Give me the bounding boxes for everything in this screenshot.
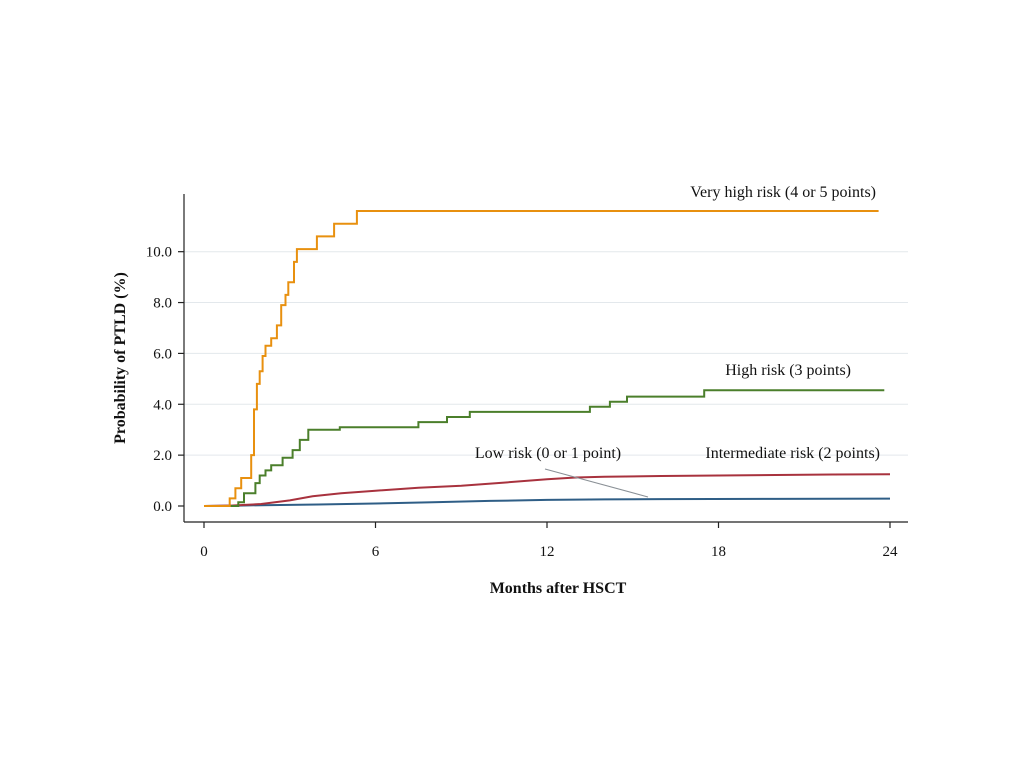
- labels-layer: Very high risk (4 or 5 points) High risk…: [475, 184, 880, 462]
- leader-layer: [544, 468, 649, 498]
- series-line-high: [204, 389, 885, 507]
- y-tick-label: 10.0: [146, 245, 172, 261]
- series-label-intermediate: Intermediate risk (2 points): [705, 445, 880, 462]
- series-label-very-high: Very high risk (4 or 5 points): [690, 184, 876, 201]
- x-tick-label: 0: [200, 544, 208, 560]
- y-tick-label: 8.0: [153, 296, 172, 312]
- series-line-low: [203, 497, 891, 507]
- x-tick-label: 24: [883, 544, 899, 560]
- series-label-high: High risk (3 points): [725, 362, 851, 379]
- y-tick-label: 4.0: [153, 397, 172, 413]
- y-tick-label: 6.0: [153, 346, 172, 362]
- y-tick-label: 0.0: [153, 499, 172, 515]
- x-tick-label: 18: [711, 544, 726, 560]
- x-tick-label: 12: [540, 544, 555, 560]
- y-axis-title: Probability of PTLD (%): [112, 272, 129, 444]
- ticks-layer: 0.0 2.0 4.0 6.0 8.0 10.0 0 6 12 18 24: [146, 245, 898, 560]
- x-tick-label: 6: [372, 544, 380, 560]
- series-line-intermediate: [203, 473, 891, 507]
- grid-layer: [184, 251, 908, 456]
- series-line-very-high: [204, 210, 879, 507]
- y-tick-label: 2.0: [153, 448, 172, 464]
- axes-layer: [183, 194, 908, 523]
- x-axis-title: Months after HSCT: [490, 580, 627, 597]
- series-layer: [203, 210, 891, 507]
- series-label-low: Low risk (0 or 1 point): [475, 445, 621, 462]
- low-risk-leader-line: [544, 468, 649, 498]
